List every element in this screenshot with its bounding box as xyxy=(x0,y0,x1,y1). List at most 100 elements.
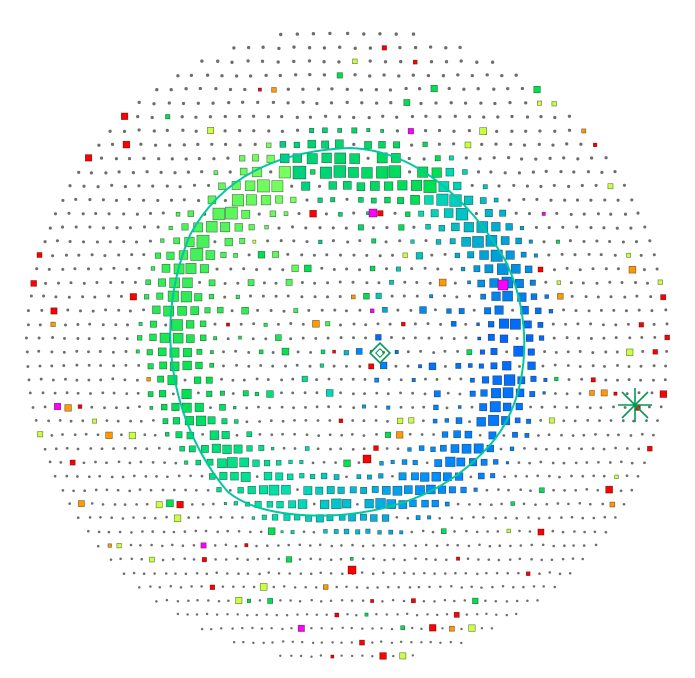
hit-pmt xyxy=(358,197,364,203)
hit-pmt xyxy=(428,362,437,371)
empty-pmt xyxy=(48,226,52,230)
hit-pmt xyxy=(548,417,555,424)
empty-pmt xyxy=(247,253,251,257)
empty-pmt xyxy=(121,517,125,520)
empty-pmt xyxy=(460,641,463,645)
empty-pmt xyxy=(303,391,307,395)
hit-pmt xyxy=(173,514,182,522)
empty-pmt xyxy=(87,350,90,354)
empty-pmt xyxy=(87,337,91,341)
hit-pmt xyxy=(366,474,372,480)
hit-pmt xyxy=(330,654,335,659)
empty-pmt xyxy=(113,336,117,340)
hit-pmt xyxy=(590,377,596,383)
hit-pmt xyxy=(315,514,324,523)
empty-pmt xyxy=(612,405,615,409)
empty-pmt xyxy=(337,60,341,64)
hit-pmt xyxy=(480,389,488,397)
empty-pmt xyxy=(281,627,284,631)
empty-pmt xyxy=(459,377,463,381)
hit-pmt xyxy=(207,416,216,425)
empty-pmt xyxy=(138,586,141,589)
hit-pmt xyxy=(454,252,460,259)
empty-pmt xyxy=(409,308,413,312)
empty-pmt xyxy=(260,59,265,63)
empty-pmt xyxy=(497,184,501,188)
empty-pmt xyxy=(412,225,416,229)
hit-pmt xyxy=(361,167,373,179)
empty-pmt xyxy=(101,323,105,327)
empty-pmt xyxy=(246,572,250,575)
hit-pmt xyxy=(351,127,358,134)
empty-pmt xyxy=(570,515,574,519)
hit-pmt xyxy=(145,279,151,285)
hit-pmt xyxy=(484,209,493,218)
empty-pmt xyxy=(630,488,634,492)
hit-pmt xyxy=(371,485,379,493)
empty-pmt xyxy=(82,184,86,188)
empty-pmt xyxy=(413,322,417,326)
empty-pmt xyxy=(129,543,133,547)
hit-pmt xyxy=(421,499,429,508)
empty-pmt xyxy=(220,74,224,78)
empty-pmt xyxy=(296,350,300,354)
hit-pmt xyxy=(395,266,401,272)
hit-pmt xyxy=(397,197,404,204)
empty-pmt xyxy=(237,572,240,575)
empty-pmt xyxy=(142,156,146,160)
empty-pmt xyxy=(259,364,263,367)
empty-pmt xyxy=(480,142,484,147)
empty-pmt xyxy=(582,239,586,244)
empty-pmt xyxy=(463,101,468,105)
empty-pmt xyxy=(55,239,59,243)
empty-pmt xyxy=(567,114,572,118)
hit-pmt xyxy=(159,332,170,343)
empty-pmt xyxy=(223,282,227,285)
empty-pmt xyxy=(329,558,333,562)
empty-pmt xyxy=(640,335,644,339)
empty-pmt xyxy=(253,142,257,147)
hit-pmt xyxy=(37,431,44,438)
empty-pmt xyxy=(168,447,172,451)
empty-pmt xyxy=(597,460,600,464)
empty-pmt xyxy=(556,447,560,451)
hit-pmt xyxy=(487,333,495,341)
empty-pmt xyxy=(298,543,302,547)
hit-pmt xyxy=(396,417,404,425)
empty-pmt xyxy=(414,544,417,548)
empty-pmt xyxy=(575,225,579,229)
empty-pmt xyxy=(142,308,146,312)
empty-pmt xyxy=(665,322,669,326)
empty-pmt xyxy=(246,59,250,63)
empty-pmt xyxy=(564,322,568,326)
empty-pmt xyxy=(107,212,111,216)
empty-pmt xyxy=(309,350,313,354)
empty-pmt xyxy=(27,378,31,382)
empty-pmt xyxy=(459,59,463,63)
empty-pmt xyxy=(464,572,468,575)
empty-pmt xyxy=(300,253,304,257)
hit-pmt xyxy=(149,406,154,410)
hit-pmt xyxy=(275,195,284,204)
hit-pmt xyxy=(381,485,391,495)
empty-pmt xyxy=(568,239,572,243)
empty-pmt xyxy=(172,530,176,534)
hit-pmt xyxy=(281,347,290,356)
hit-pmt xyxy=(244,543,249,548)
empty-pmt xyxy=(444,572,447,575)
empty-pmt xyxy=(576,157,580,161)
empty-pmt xyxy=(406,364,410,368)
empty-pmt xyxy=(439,585,442,589)
hit-pmt xyxy=(186,334,195,343)
empty-pmt xyxy=(311,32,316,36)
empty-pmt xyxy=(232,585,235,588)
empty-pmt xyxy=(340,544,343,547)
hit-pmt xyxy=(259,583,268,591)
hit-pmt xyxy=(499,334,509,343)
hit-pmt xyxy=(378,473,384,479)
empty-pmt xyxy=(180,115,184,119)
empty-pmt xyxy=(28,391,32,395)
empty-pmt xyxy=(76,475,79,478)
hit-pmt xyxy=(334,152,347,165)
hit-pmt xyxy=(592,142,598,148)
